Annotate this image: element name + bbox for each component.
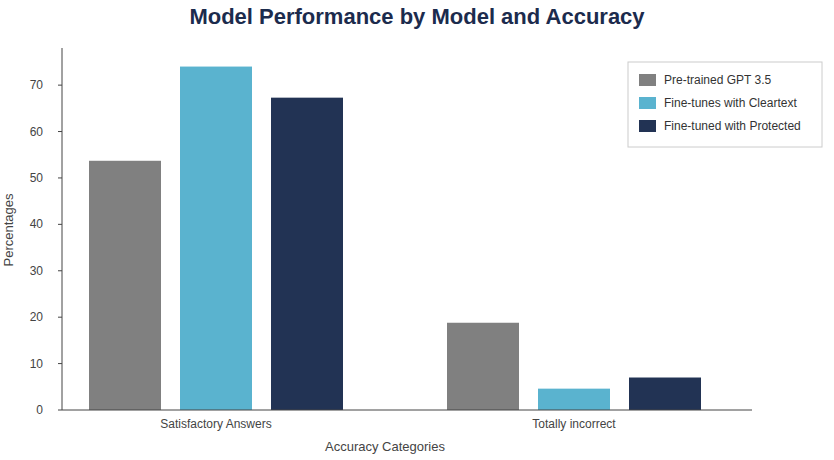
y-axis-label: Percentages <box>1 193 16 266</box>
bar <box>447 323 519 410</box>
x-axis-label: Accuracy Categories <box>325 439 445 454</box>
y-tick <box>58 363 62 364</box>
y-tick-label: 50 <box>30 171 44 185</box>
y-tick <box>58 410 62 411</box>
x-tick-label: Totally incorrect <box>532 417 616 431</box>
y-tick-label: 30 <box>30 264 44 278</box>
bar <box>271 98 343 410</box>
legend-label: Pre-trained GPT 3.5 <box>664 73 771 87</box>
y-tick-label: 0 <box>36 403 43 417</box>
chart: Model Performance by Model and Accuracy 0… <box>0 0 834 460</box>
legend-label: Fine-tuned with Protected <box>664 119 801 133</box>
y-tick-label: 60 <box>30 125 44 139</box>
legend-swatch <box>639 97 656 109</box>
legend-swatch <box>639 74 656 86</box>
title: Model Performance by Model and Accuracy <box>189 4 645 29</box>
x-tick-label: Satisfactory Answers <box>160 417 271 431</box>
y-axis <box>62 48 63 410</box>
y-tick-label: 40 <box>30 217 44 231</box>
y-tick <box>58 270 62 271</box>
bars <box>89 67 701 410</box>
bar <box>538 389 610 410</box>
y-tick-label: 10 <box>30 357 44 371</box>
y-tick <box>58 131 62 132</box>
y-tick <box>58 224 62 225</box>
bar <box>180 67 252 410</box>
legend-box <box>628 62 822 147</box>
legend-label: Fine-tunes with Cleartext <box>664 96 797 110</box>
y-tick-label: 70 <box>30 78 44 92</box>
legend-swatch <box>639 120 656 132</box>
x-axis <box>62 410 752 411</box>
y-tick <box>58 317 62 318</box>
bar <box>89 161 161 410</box>
y-tick <box>58 85 62 86</box>
y-tick-label: 20 <box>30 310 44 324</box>
legend: Pre-trained GPT 3.5 Fine-tunes with Clear… <box>628 62 822 147</box>
y-tick <box>58 177 62 178</box>
bar <box>629 378 701 410</box>
